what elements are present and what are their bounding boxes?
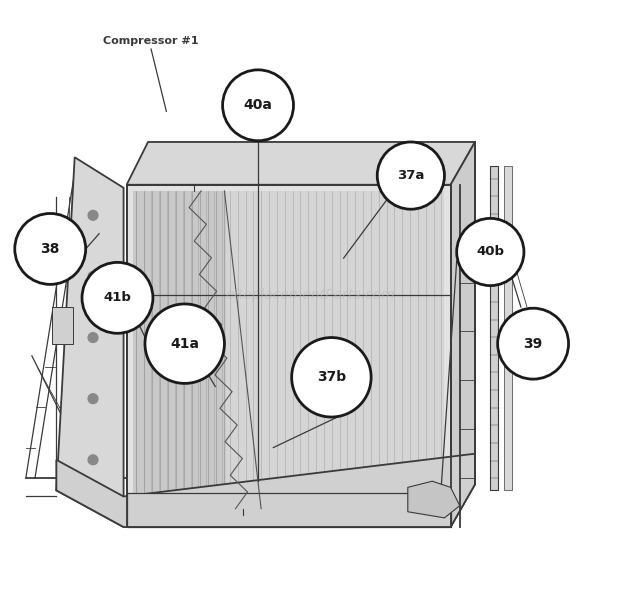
Polygon shape (56, 454, 475, 527)
Circle shape (223, 70, 293, 141)
Text: 40a: 40a (244, 98, 272, 112)
Polygon shape (126, 494, 451, 527)
Text: 40b: 40b (476, 246, 504, 258)
Circle shape (291, 338, 371, 417)
Circle shape (498, 308, 569, 379)
Polygon shape (126, 185, 451, 527)
Circle shape (88, 333, 98, 343)
Polygon shape (133, 191, 226, 521)
Circle shape (377, 142, 445, 209)
Text: eReplacementParts.com: eReplacementParts.com (225, 288, 395, 301)
Polygon shape (52, 307, 73, 344)
Circle shape (15, 214, 86, 284)
Circle shape (88, 394, 98, 403)
Polygon shape (133, 191, 445, 521)
Text: 37a: 37a (397, 169, 425, 182)
Polygon shape (504, 166, 511, 491)
Circle shape (145, 304, 224, 383)
Circle shape (88, 455, 98, 465)
Circle shape (82, 262, 153, 333)
Text: 37b: 37b (317, 370, 346, 384)
Circle shape (88, 271, 98, 281)
Polygon shape (408, 481, 460, 518)
Circle shape (457, 219, 524, 286)
Text: 41b: 41b (104, 291, 131, 305)
Circle shape (88, 211, 98, 220)
Text: 41a: 41a (170, 336, 199, 351)
Polygon shape (56, 157, 123, 527)
Polygon shape (451, 142, 475, 527)
Text: 39: 39 (523, 336, 542, 351)
Text: 38: 38 (40, 242, 60, 256)
Text: Compressor #1: Compressor #1 (104, 36, 199, 46)
Polygon shape (126, 142, 475, 185)
Polygon shape (490, 166, 498, 491)
